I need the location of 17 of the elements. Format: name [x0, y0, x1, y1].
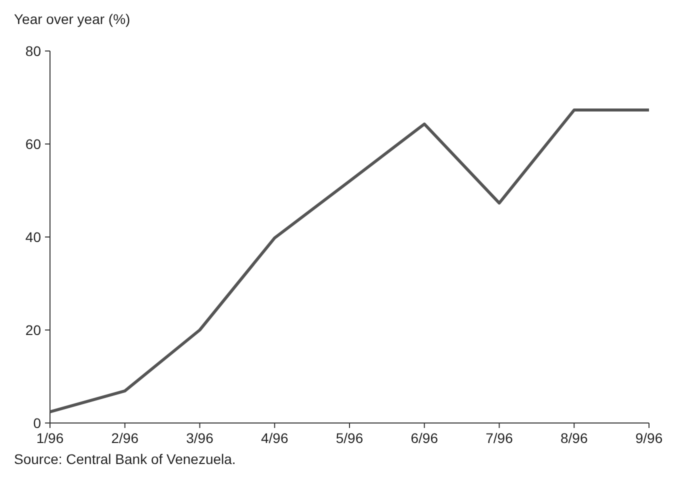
y-tick-label: 40 [25, 228, 42, 245]
x-tick-label: 2/96 [111, 430, 139, 446]
x-tick-label: 3/96 [186, 430, 214, 446]
x-tick-label: 9/96 [635, 430, 663, 446]
x-tick-label: 4/96 [261, 430, 288, 446]
y-axis-title: Year over year (%) [14, 11, 130, 27]
source-note: Source: Central Bank of Venezuela. [14, 451, 236, 467]
x-tick-label: 5/96 [336, 430, 364, 446]
y-tick-label: 20 [25, 322, 42, 338]
x-tick-label: 6/96 [410, 430, 438, 446]
x-tick-label: 8/96 [560, 430, 588, 446]
y-tick-label: 60 [25, 136, 42, 152]
x-tick-label: 1/96 [36, 430, 64, 446]
x-tick-label: 7/96 [486, 430, 514, 446]
line-series [48, 108, 650, 414]
y-tick-label: 80 [25, 42, 42, 59]
y-tick-label: 0 [33, 414, 42, 431]
